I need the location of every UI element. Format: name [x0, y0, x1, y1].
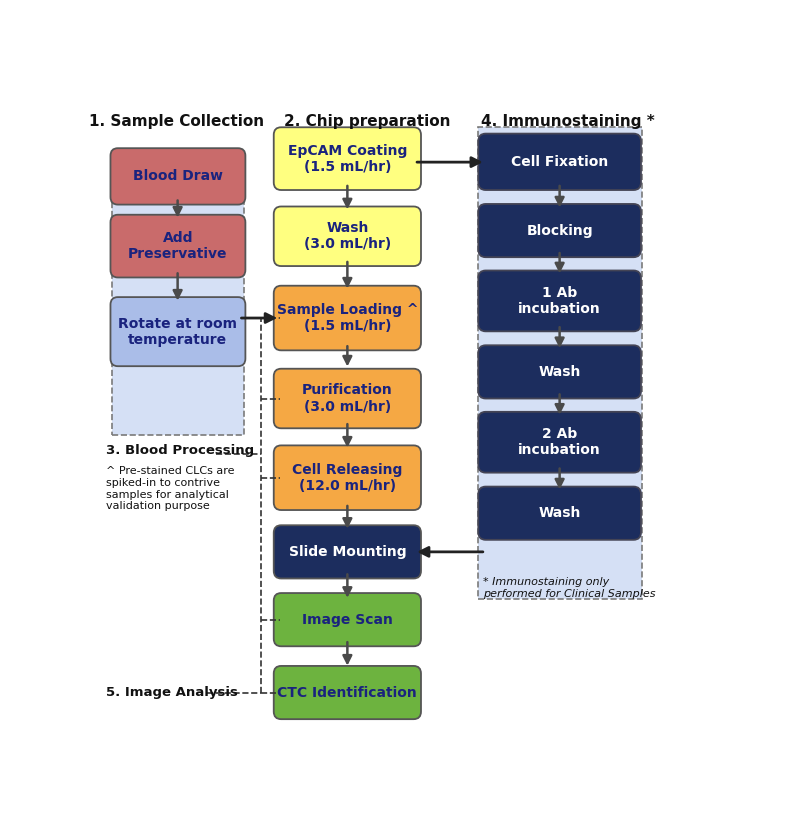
FancyBboxPatch shape: [273, 207, 421, 266]
Text: CTC Identification: CTC Identification: [277, 686, 417, 700]
FancyBboxPatch shape: [111, 215, 246, 277]
FancyBboxPatch shape: [273, 445, 421, 510]
Text: 5. Image Analysis: 5. Image Analysis: [106, 686, 238, 699]
Text: Slide Mounting: Slide Mounting: [289, 545, 406, 559]
FancyBboxPatch shape: [273, 593, 421, 646]
FancyBboxPatch shape: [273, 286, 421, 351]
FancyBboxPatch shape: [111, 148, 246, 205]
FancyBboxPatch shape: [273, 666, 421, 719]
Text: 2 Ab
incubation: 2 Ab incubation: [518, 427, 601, 458]
Text: Blocking: Blocking: [526, 224, 593, 238]
Text: * Immunostaining only
performed for Clinical Samples: * Immunostaining only performed for Clin…: [483, 577, 655, 599]
Text: 1 Ab
incubation: 1 Ab incubation: [518, 286, 601, 316]
FancyBboxPatch shape: [479, 271, 641, 332]
Text: Rotate at room
temperature: Rotate at room temperature: [118, 317, 238, 346]
Text: Cell Fixation: Cell Fixation: [511, 155, 608, 169]
Text: Add
Preservative: Add Preservative: [128, 231, 227, 261]
Text: Wash
(3.0 mL/hr): Wash (3.0 mL/hr): [304, 221, 391, 251]
FancyBboxPatch shape: [479, 486, 641, 540]
Text: Wash: Wash: [538, 365, 581, 379]
Text: Blood Draw: Blood Draw: [133, 170, 223, 184]
Text: 2. Chip preparation: 2. Chip preparation: [284, 114, 451, 129]
FancyBboxPatch shape: [479, 346, 641, 398]
Text: ^ Pre-stained CLCs are
spiked-in to contrive
samples for analytical
validation p: ^ Pre-stained CLCs are spiked-in to cont…: [106, 467, 234, 511]
Text: Purification
(3.0 mL/hr): Purification (3.0 mL/hr): [302, 384, 393, 414]
FancyBboxPatch shape: [479, 412, 641, 472]
Text: 1. Sample Collection: 1. Sample Collection: [89, 114, 264, 129]
FancyBboxPatch shape: [479, 133, 641, 190]
Text: EpCAM Coating
(1.5 mL/hr): EpCAM Coating (1.5 mL/hr): [288, 143, 407, 174]
FancyBboxPatch shape: [111, 159, 244, 435]
Text: 4. Immunostaining *: 4. Immunostaining *: [481, 114, 654, 129]
FancyBboxPatch shape: [273, 369, 421, 428]
Text: Sample Loading ^
(1.5 mL/hr): Sample Loading ^ (1.5 mL/hr): [277, 303, 418, 333]
Text: Wash: Wash: [538, 506, 581, 520]
FancyBboxPatch shape: [273, 525, 421, 579]
FancyBboxPatch shape: [111, 297, 246, 366]
Text: Cell Releasing
(12.0 mL/hr): Cell Releasing (12.0 mL/hr): [293, 463, 402, 493]
FancyBboxPatch shape: [479, 128, 642, 599]
FancyBboxPatch shape: [479, 204, 641, 258]
FancyBboxPatch shape: [273, 128, 421, 190]
Text: Image Scan: Image Scan: [302, 612, 393, 626]
Text: 3. Blood Processing: 3. Blood Processing: [106, 444, 254, 457]
